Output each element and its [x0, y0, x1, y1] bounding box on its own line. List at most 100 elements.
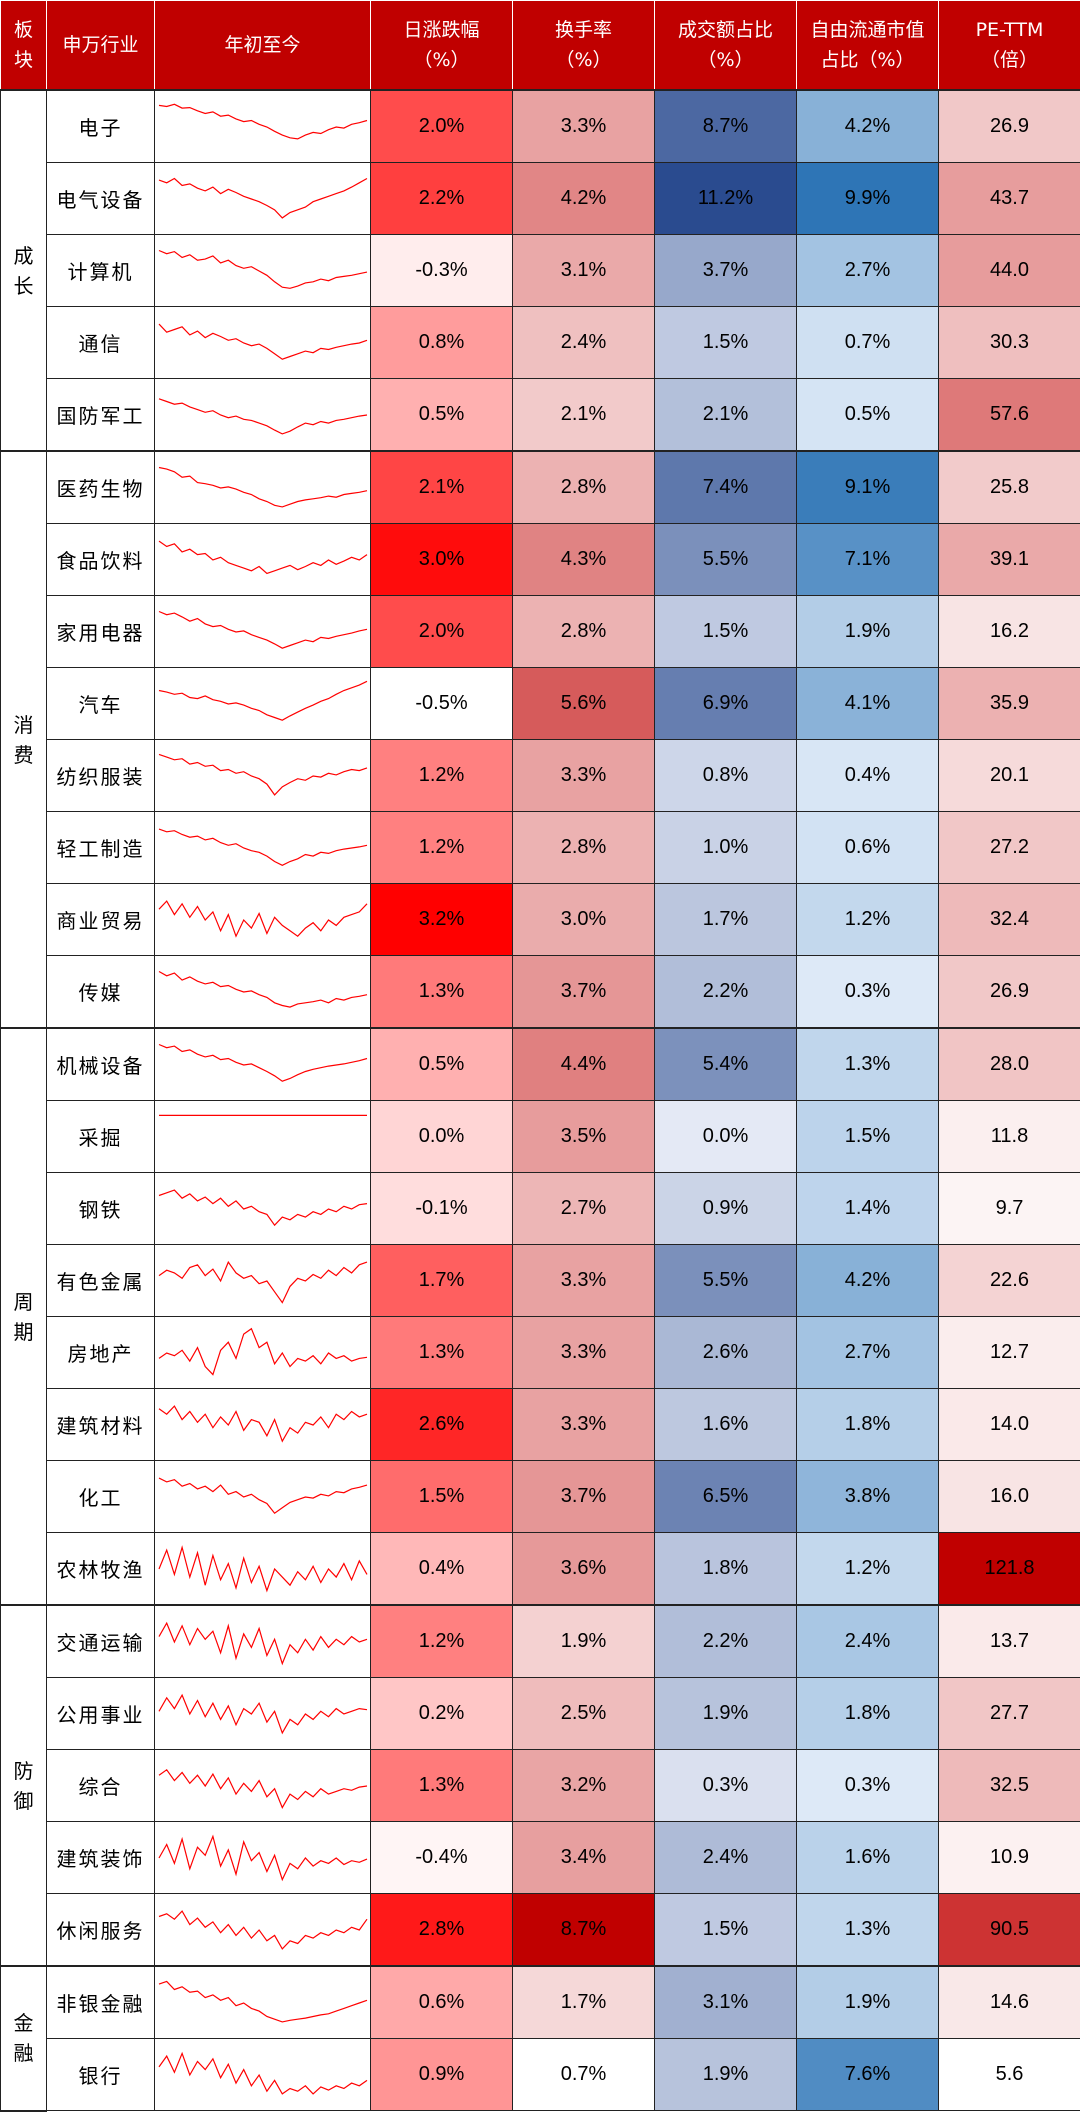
pe-ttm-cell: 22.6 — [939, 1245, 1080, 1317]
ytd-sparkline — [157, 1973, 369, 2033]
turnover-cell: 3.5% — [513, 1101, 655, 1173]
volume-share-cell: 7.4% — [655, 451, 797, 524]
float-cap-share-cell: 4.2% — [797, 1245, 939, 1317]
volume-share-cell: 1.7% — [655, 884, 797, 956]
daily-change-cell: 0.5% — [371, 379, 513, 452]
block-label: 成长 — [1, 90, 47, 451]
volume-share-cell: 5.5% — [655, 1245, 797, 1317]
float-cap-share-cell: 1.3% — [797, 1894, 939, 1967]
ytd-sparkline-cell — [155, 956, 371, 1029]
turnover-cell: 1.9% — [513, 1605, 655, 1678]
pe-ttm-cell: 39.1 — [939, 524, 1080, 596]
block-label-char: 消 — [1, 710, 46, 740]
industry-name: 公用事业 — [47, 1678, 155, 1750]
ytd-sparkline — [157, 97, 369, 157]
ytd-sparkline-cell — [155, 1173, 371, 1245]
float-cap-share-cell: 7.1% — [797, 524, 939, 596]
daily-change-cell: -0.4% — [371, 1822, 513, 1894]
ytd-sparkline — [157, 962, 369, 1022]
ytd-sparkline-cell — [155, 235, 371, 307]
float-cap-share-cell: 9.1% — [797, 451, 939, 524]
volume-share-cell: 1.8% — [655, 1533, 797, 1606]
float-cap-share-cell: 1.8% — [797, 1678, 939, 1750]
block-label-char: 融 — [1, 2038, 46, 2068]
daily-change-cell: 3.0% — [371, 524, 513, 596]
ytd-sparkline — [157, 746, 369, 806]
ytd-sparkline-cell — [155, 2039, 371, 2111]
sparkline-path — [159, 1406, 367, 1441]
ytd-sparkline-cell — [155, 1028, 371, 1101]
ytd-sparkline — [157, 674, 369, 734]
ytd-sparkline — [157, 1179, 369, 1239]
block-label: 消费 — [1, 451, 47, 1028]
pe-ttm-cell: 13.7 — [939, 1605, 1080, 1678]
pe-ttm-cell: 20.1 — [939, 740, 1080, 812]
header-industry: 申万行业 — [47, 1, 155, 91]
ytd-sparkline-cell — [155, 307, 371, 379]
volume-share-cell: 1.0% — [655, 812, 797, 884]
volume-share-cell: 0.0% — [655, 1101, 797, 1173]
volume-share-cell: 2.6% — [655, 1317, 797, 1389]
volume-share-cell: 1.6% — [655, 1389, 797, 1461]
ytd-sparkline — [157, 1467, 369, 1527]
daily-change-cell: 2.2% — [371, 163, 513, 235]
pe-ttm-cell: 11.8 — [939, 1101, 1080, 1173]
ytd-sparkline-cell — [155, 884, 371, 956]
ytd-sparkline — [157, 1539, 369, 1599]
industry-name: 计算机 — [47, 235, 155, 307]
sparkline-path — [159, 611, 367, 648]
sparkline-path — [159, 1981, 367, 2022]
header-block: 板 块 — [1, 1, 47, 91]
ytd-sparkline-cell — [155, 1461, 371, 1533]
volume-share-cell: 2.2% — [655, 1605, 797, 1678]
pe-ttm-cell: 27.7 — [939, 1678, 1080, 1750]
block-label-char: 御 — [1, 1786, 46, 1816]
table-row: 钢铁-0.1%2.7%0.9%1.4%9.7 — [1, 1173, 1080, 1245]
sparkline-path — [159, 178, 367, 217]
turnover-cell: 3.3% — [513, 1317, 655, 1389]
header-volume-share: 成交额占比 （%） — [655, 1, 797, 91]
sparkline-path — [159, 681, 367, 720]
ytd-sparkline-cell — [155, 1678, 371, 1750]
pe-ttm-cell: 35.9 — [939, 668, 1080, 740]
turnover-cell: 2.5% — [513, 1678, 655, 1750]
daily-change-cell: 1.5% — [371, 1461, 513, 1533]
daily-change-cell: 2.6% — [371, 1389, 513, 1461]
volume-share-cell: 5.5% — [655, 524, 797, 596]
turnover-cell: 3.1% — [513, 235, 655, 307]
sparkline-path — [159, 829, 367, 865]
pe-ttm-cell: 26.9 — [939, 90, 1080, 163]
pe-ttm-cell: 12.7 — [939, 1317, 1080, 1389]
float-cap-share-cell: 1.6% — [797, 1822, 939, 1894]
industry-name: 轻工制造 — [47, 812, 155, 884]
header-daily-change: 日涨跌幅 （%） — [371, 1, 513, 91]
ytd-sparkline — [157, 1828, 369, 1888]
daily-change-cell: 1.2% — [371, 740, 513, 812]
ytd-sparkline-cell — [155, 90, 371, 163]
turnover-cell: 2.4% — [513, 307, 655, 379]
sparkline-path — [159, 1044, 367, 1081]
turnover-cell: 3.7% — [513, 1461, 655, 1533]
sparkline-path — [159, 1478, 367, 1513]
turnover-cell: 3.3% — [513, 90, 655, 163]
volume-share-cell: 0.3% — [655, 1750, 797, 1822]
ytd-sparkline-cell — [155, 1750, 371, 1822]
block-label: 周期 — [1, 1028, 47, 1605]
pe-ttm-cell: 32.5 — [939, 1750, 1080, 1822]
float-cap-share-cell: 2.7% — [797, 1317, 939, 1389]
pe-ttm-cell: 5.6 — [939, 2039, 1080, 2111]
volume-share-cell: 6.9% — [655, 668, 797, 740]
ytd-sparkline-cell — [155, 1605, 371, 1678]
pe-ttm-cell: 10.9 — [939, 1822, 1080, 1894]
volume-share-cell: 2.2% — [655, 956, 797, 1029]
volume-share-cell: 1.9% — [655, 2039, 797, 2111]
float-cap-share-cell: 2.4% — [797, 1605, 939, 1678]
daily-change-cell: 1.3% — [371, 956, 513, 1029]
